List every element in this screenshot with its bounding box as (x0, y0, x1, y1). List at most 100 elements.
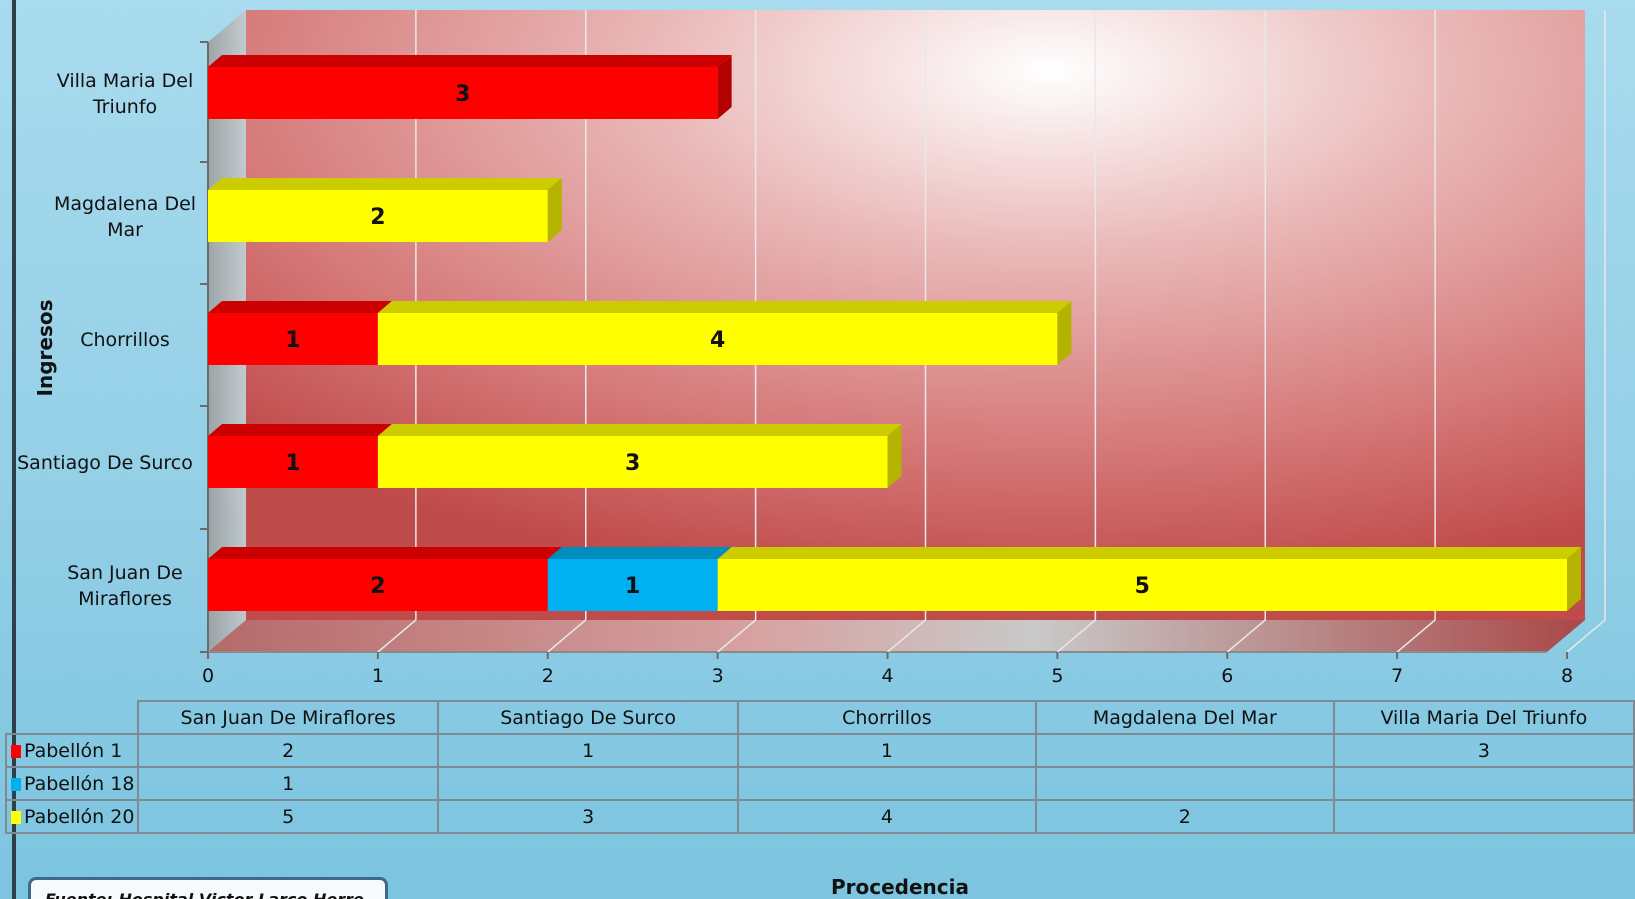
x-tick-label: 1 (372, 665, 384, 687)
bar-side (547, 178, 562, 242)
data-table: San Juan De Miraflores Santiago De Surco C… (5, 700, 1635, 834)
table-cell: 3 (437, 799, 739, 834)
category-labels: San Juan De Miraflores Santiago De Surco Ch… (17, 70, 196, 610)
bar-value-label: 3 (455, 82, 470, 107)
bar (377, 436, 888, 488)
x-tick-label: 7 (1391, 665, 1403, 687)
x-tick-label: 4 (881, 665, 893, 687)
gridline-floor (1226, 619, 1266, 653)
bar-top (208, 547, 562, 559)
bar (208, 67, 718, 119)
table-column-header: San Juan De Miraflores (136, 700, 440, 735)
table-column-header: Santiago De Surco (437, 700, 739, 735)
table-column-header: Villa Maria Del Triunfo (1332, 700, 1635, 735)
gridline-floor (1056, 619, 1096, 653)
legend-swatch (11, 810, 21, 824)
legend-swatch (11, 777, 21, 791)
bar-side (1567, 547, 1581, 611)
x-axis-ticks: 0 1 2 3 4 5 6 7 8 (202, 652, 1573, 687)
category-label: Miraflores (78, 588, 172, 610)
bar (208, 436, 378, 488)
bar-side (717, 55, 732, 119)
gridline-floor (1396, 619, 1436, 653)
category-label: Villa Maria Del (57, 70, 194, 92)
table-series-label: Pabellón 18 (5, 766, 139, 801)
bar (208, 313, 378, 365)
bar-top (377, 301, 1072, 313)
bar-side (1057, 301, 1072, 365)
x-tick-label: 8 (1561, 665, 1573, 687)
gridline-floor (1566, 619, 1606, 653)
table-column-header: Chorrillos (736, 700, 1037, 735)
table-cell: 2 (1034, 799, 1335, 834)
table-cell: 4 (736, 799, 1037, 834)
x-tick-label: 2 (542, 665, 554, 687)
bar-value-label: 4 (710, 328, 725, 353)
category-label: San Juan De (67, 562, 182, 584)
bar-top (717, 547, 1581, 559)
category-label: Chorrillos (80, 329, 170, 351)
bar-top (547, 547, 732, 559)
bar-top (208, 178, 562, 190)
table-cell (437, 766, 739, 801)
gridline-floor (377, 619, 417, 653)
table-cell: 1 (136, 766, 440, 801)
x-tick-label: 0 (202, 665, 214, 687)
series-name: Pabellón 1 (24, 739, 123, 762)
x-tick-label: 3 (712, 665, 724, 687)
table-cell: 3 (1332, 733, 1635, 768)
x-axis-title: Procedencia (831, 875, 969, 899)
bar (717, 559, 1567, 611)
category-label: Triunfo (92, 96, 157, 118)
x-tick-label: 5 (1051, 665, 1063, 687)
table-cell (1332, 799, 1635, 834)
bar-top (208, 424, 392, 436)
table-cell (1034, 766, 1335, 801)
gridline-floor (887, 619, 926, 653)
table-column-header: Magdalena Del Mar (1034, 700, 1335, 735)
category-label: Magdalena Del (54, 193, 196, 215)
bar-value-label: 5 (1135, 574, 1150, 599)
gridline-floor (717, 619, 757, 653)
floor (208, 620, 1585, 652)
series-name: Pabellón 18 (24, 772, 135, 795)
table-cell (736, 766, 1037, 801)
bar-value-label: 1 (625, 574, 640, 599)
table-series-label: Pabellón 20 (5, 799, 139, 834)
bar-value-label: 2 (370, 574, 385, 599)
category-label: Mar (107, 219, 143, 241)
bar (208, 559, 548, 611)
table-corner (6, 701, 139, 735)
source-note-box: Fuente: Hospital Victor Larco Herre (28, 877, 388, 899)
y-axis-title: Ingresos (33, 300, 57, 397)
bar-value-label: 2 (370, 205, 385, 230)
table-cell: 2 (136, 733, 440, 768)
bar-value-label: 1 (285, 328, 300, 353)
table-row: Pabellón 20 5 3 4 2 (5, 799, 1635, 834)
bar (377, 313, 1058, 365)
table-header-row: San Juan De Miraflores Santiago De Surco C… (6, 700, 1635, 735)
legend-swatch (11, 744, 21, 758)
bar-value-label: 3 (625, 451, 640, 476)
x-tick-label: 6 (1221, 665, 1233, 687)
gridline-floor (547, 619, 587, 653)
table-cell: 1 (736, 733, 1037, 768)
category-label: Santiago De Surco (17, 452, 193, 474)
bar-value-label: 1 (285, 451, 300, 476)
bar-top (377, 424, 902, 436)
series-name: Pabellón 20 (24, 805, 135, 828)
table-cell: 5 (136, 799, 440, 834)
bars: 2 1 5 1 3 1 4 2 3 (208, 55, 1581, 611)
table-cell (1332, 766, 1635, 801)
table-body: Pabellón 1 2 1 1 3 Pabellón 18 1 Pabellón 20 5 3 4… (5, 733, 1635, 834)
bar-side (887, 424, 902, 488)
left-border-rule (12, 0, 16, 899)
source-note: Fuente: Hospital Victor Larco Herre (31, 880, 385, 899)
table-row: Pabellón 18 1 (5, 766, 1635, 801)
table-series-label: Pabellón 1 (5, 733, 139, 768)
bar (208, 190, 548, 242)
bar-top (208, 301, 392, 313)
table-cell (1034, 733, 1335, 768)
